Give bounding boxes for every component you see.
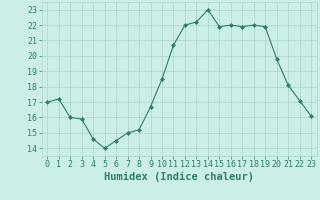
X-axis label: Humidex (Indice chaleur): Humidex (Indice chaleur) [104,172,254,182]
